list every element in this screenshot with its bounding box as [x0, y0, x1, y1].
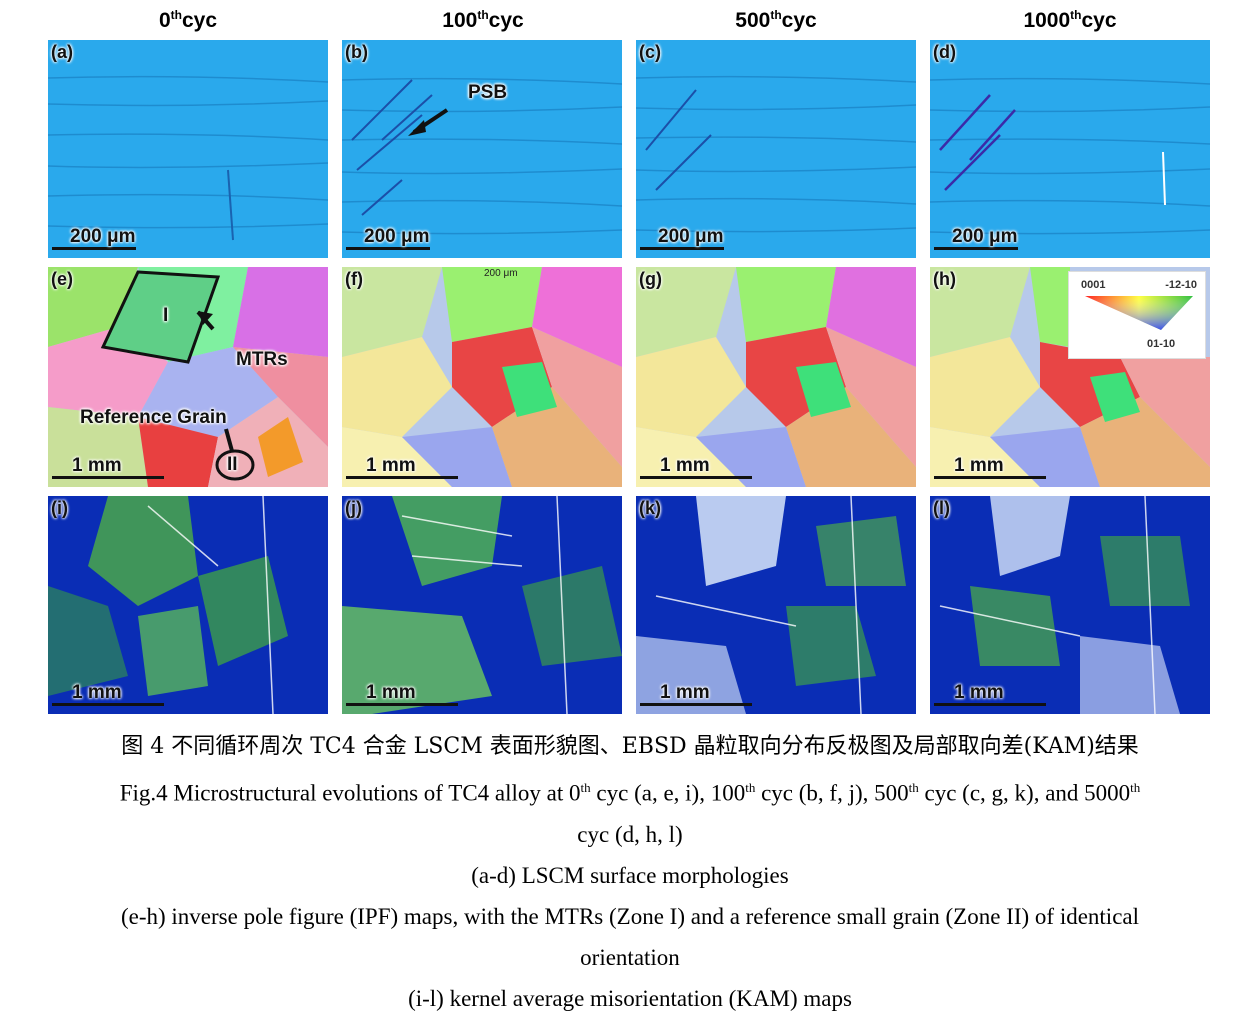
caption-chinese: 图 4 不同循环周次 TC4 合金 LSCM 表面形貌图、EBSD 晶粒取向分布…	[121, 734, 1139, 759]
panel-label: (d)	[933, 42, 956, 62]
caption-fig-line-2: cyc (d, h, l)	[577, 821, 683, 847]
panel-h-ipf: (h) 0001 -12-10 01-10 1 mm	[930, 267, 1210, 487]
panel-k-kam: (k) 1 mm	[636, 496, 916, 714]
kam-map	[342, 496, 622, 714]
scale-bar: 1 mm	[640, 683, 752, 706]
ipf-map	[636, 267, 916, 487]
panel-label: (g)	[639, 269, 662, 289]
ipf-color-legend: 0001 -12-10 01-10	[1068, 271, 1206, 359]
ipf-legend-12-10: -12-10	[1165, 279, 1197, 291]
ipf-legend-01-10: 01-10	[1147, 338, 1176, 350]
figure-4: 0thcyc 100thcyc 500thcyc 1000thcyc (a) 2…	[48, 8, 1210, 714]
mtrs-label: MTRs	[236, 349, 288, 370]
ipf-triangle-icon	[1085, 296, 1193, 330]
kam-map	[930, 496, 1210, 714]
column-header-100cyc: 100thcyc	[442, 8, 524, 32]
panel-b-lscm: (b) PSB 200 μm	[342, 40, 622, 258]
column-header-500cyc: 500thcyc	[735, 8, 817, 32]
panel-label: (l)	[933, 498, 950, 518]
psb-annotation: PSB	[468, 82, 508, 103]
scale-bar: 1 mm	[346, 683, 458, 706]
inset-scale-label: 200 μm	[484, 268, 518, 279]
reference-grain-label: Reference Grain	[80, 407, 227, 428]
scale-bar: 200 μm	[346, 227, 430, 250]
panel-label: (h)	[933, 269, 956, 289]
scale-bar: 1 mm	[934, 456, 1046, 479]
caption-i-l: (i-l) kernel average misorientation (KAM…	[408, 985, 852, 1011]
column-header-0cyc: 0thcyc	[158, 8, 218, 32]
panel-label: (a)	[51, 42, 73, 62]
column-header-1000cyc: 1000thcyc	[1023, 8, 1117, 32]
zone-1-label: I	[163, 305, 169, 326]
ipf-legend-0001: 0001	[1081, 279, 1106, 291]
panel-label: (j)	[345, 498, 362, 518]
scale-bar: 200 μm	[934, 227, 1018, 250]
panel-label: (f)	[345, 269, 363, 289]
panel-g-ipf: (g) 1 mm	[636, 267, 916, 487]
panel-e-ipf: (e) I MTRs Reference Grain II 1 mm	[48, 267, 328, 487]
lscm-image	[342, 40, 622, 258]
kam-map	[48, 496, 328, 714]
scale-bar: 1 mm	[640, 456, 752, 479]
lscm-image	[48, 40, 328, 258]
panel-label: (c)	[639, 42, 661, 62]
zone-2-label: II	[227, 454, 238, 475]
ipf-map	[342, 267, 622, 487]
panel-c-lscm: (c) 200 μm	[636, 40, 916, 258]
kam-map	[636, 496, 916, 714]
scale-bar: 1 mm	[52, 456, 164, 479]
panel-label: (e)	[51, 269, 73, 289]
panel-a-lscm: (a) 200 μm	[48, 40, 328, 258]
lscm-image	[636, 40, 916, 258]
panel-i-kam: (i) 1 mm	[48, 496, 328, 714]
figure-caption: 图 4 不同循环周次 TC4 合金 LSCM 表面形貌图、EBSD 晶粒取向分布…	[0, 726, 1260, 1019]
panel-label: (i)	[51, 498, 68, 518]
caption-a-d: (a-d) LSCM surface morphologies	[471, 862, 789, 888]
ipf-map	[48, 267, 328, 487]
panel-label: (k)	[639, 498, 661, 518]
caption-e-h-cont: orientation	[580, 944, 680, 970]
panel-d-lscm: (d) 200 μm	[930, 40, 1210, 258]
caption-fig-line-1: Fig.4 Microstructural evolutions of TC4 …	[119, 780, 1141, 806]
scale-bar: 200 μm	[640, 227, 724, 250]
panel-label: (b)	[345, 42, 368, 62]
panel-l-kam: (l) 1 mm	[930, 496, 1210, 714]
scale-bar: 1 mm	[346, 456, 458, 479]
caption-e-h: (e-h) inverse pole figure (IPF) maps, wi…	[120, 903, 1139, 929]
panel-j-kam: (j) 1 mm	[342, 496, 622, 714]
scale-bar: 1 mm	[52, 683, 164, 706]
lscm-image	[930, 40, 1210, 258]
scale-bar: 200 μm	[52, 227, 136, 250]
scale-bar: 1 mm	[934, 683, 1046, 706]
panel-f-ipf: (f) 200 μm 1 mm	[342, 267, 622, 487]
